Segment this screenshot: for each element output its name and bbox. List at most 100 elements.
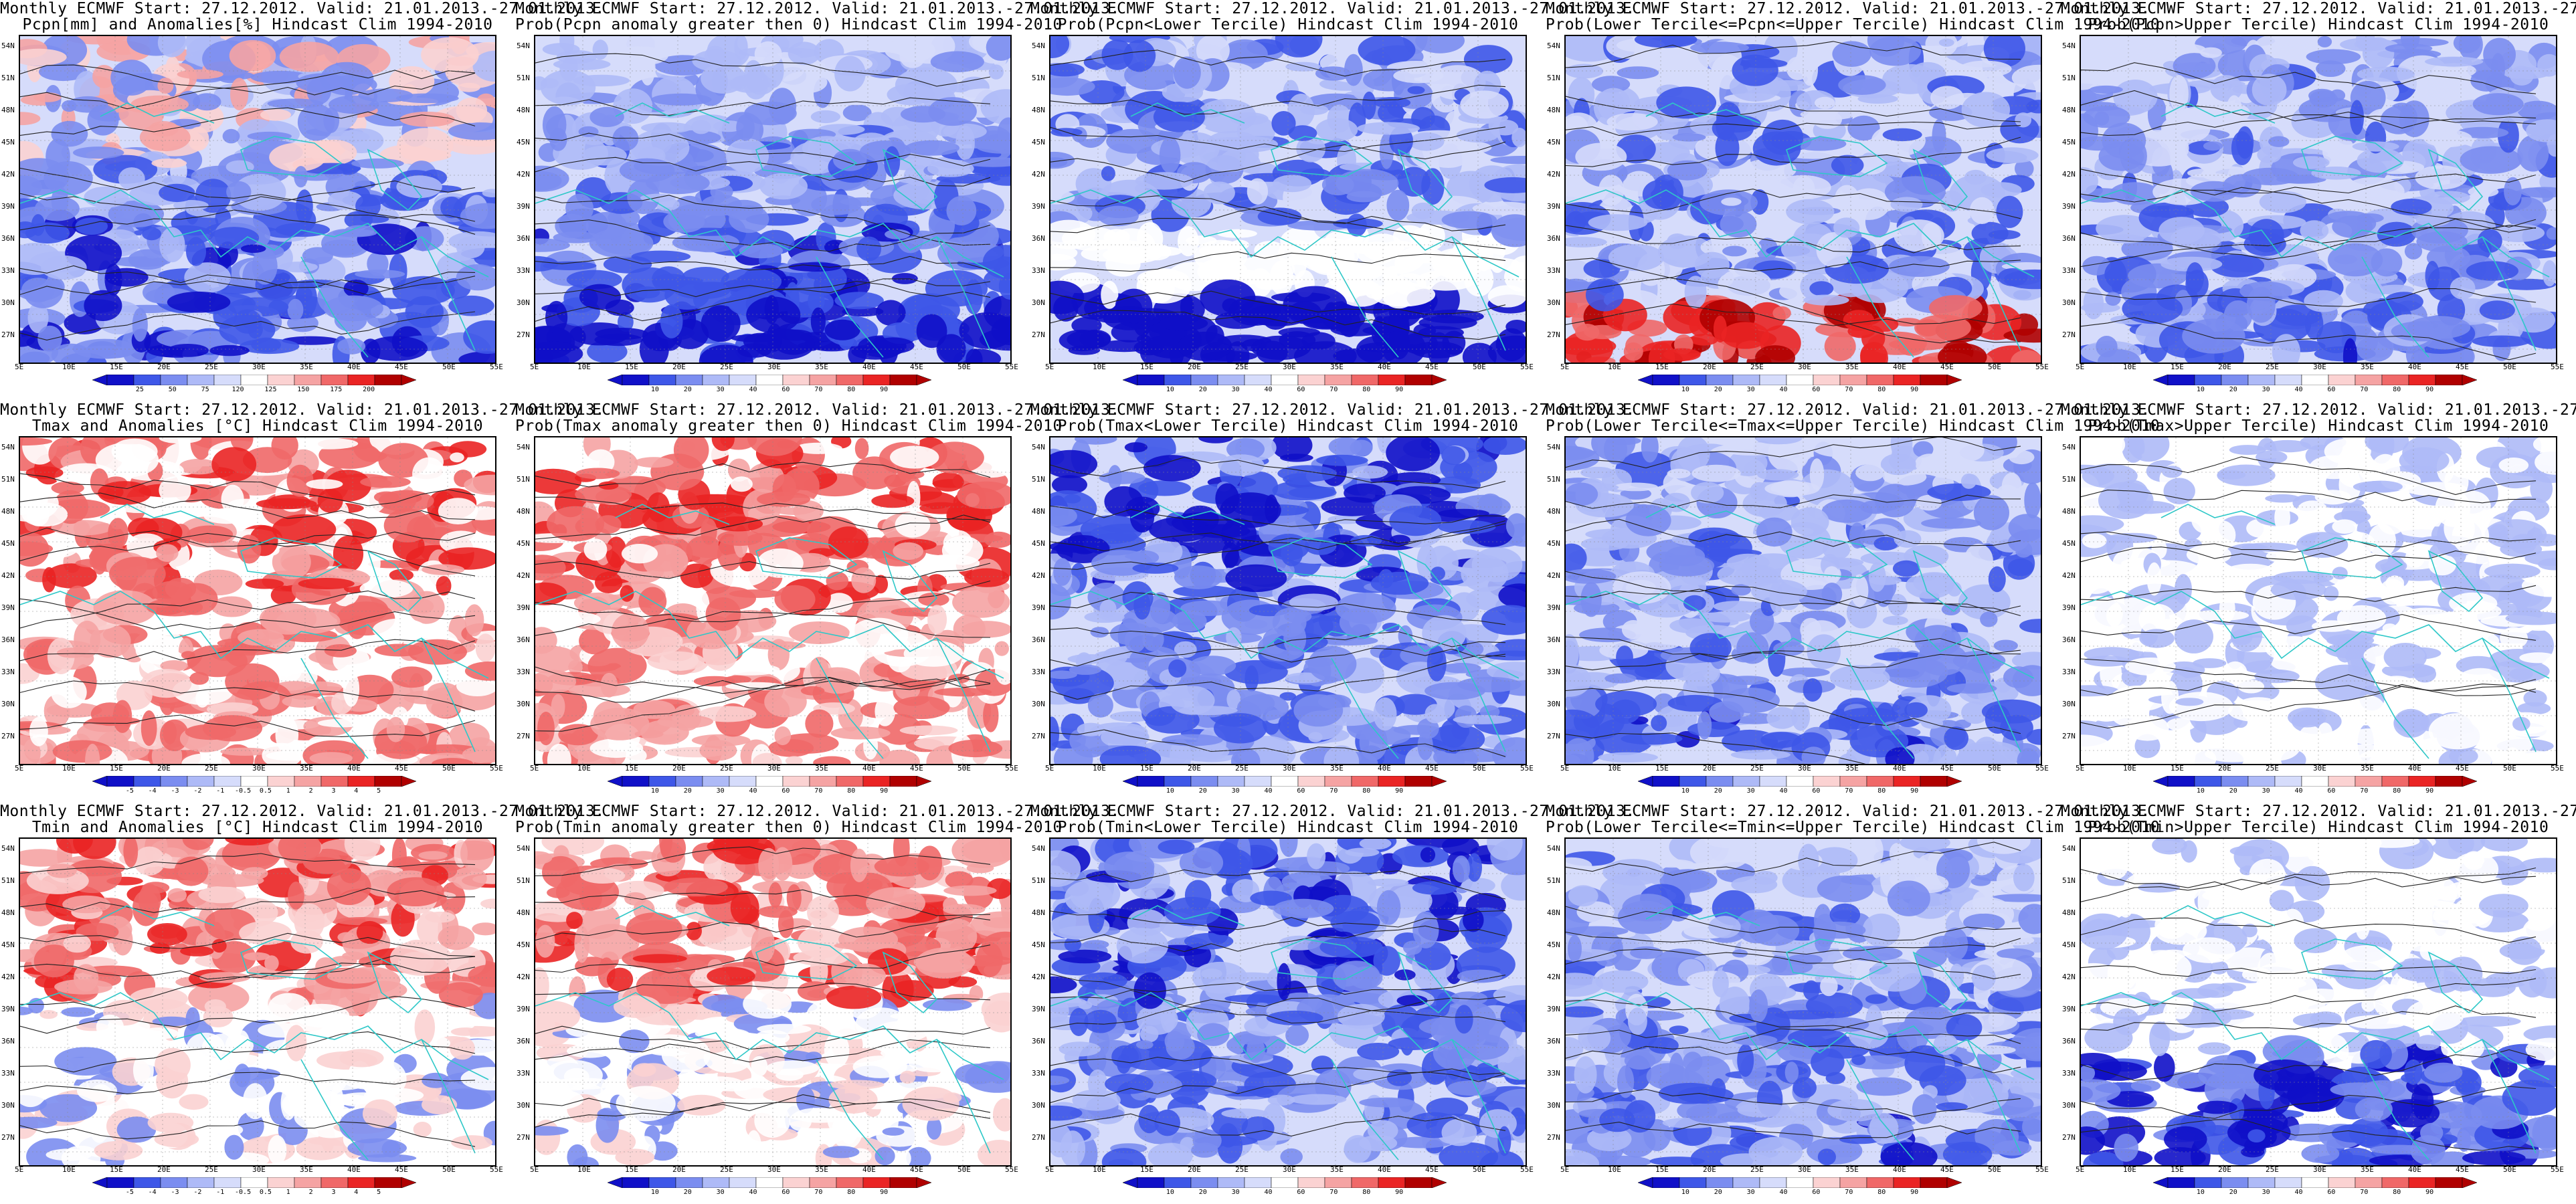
lon-label: 25E: [1235, 1165, 1249, 1174]
colorbar-tick-label: 70: [2360, 787, 2369, 795]
colorbar-tick-label: 0.5: [259, 787, 272, 795]
lat-label: 33N: [517, 1069, 530, 1078]
colorbar-tick-label: 60: [781, 787, 790, 795]
lon-label: 55E: [1520, 1165, 1534, 1174]
lon-label: 25E: [2266, 1165, 2279, 1174]
map-plot: [19, 436, 496, 765]
map-plot: [1564, 35, 2042, 364]
lon-label: 45E: [910, 1165, 923, 1174]
lat-label: 39N: [1547, 202, 1560, 211]
lon-label: 5E: [15, 764, 24, 773]
lon-label: 25E: [2266, 764, 2279, 773]
lon-label: 15E: [625, 764, 638, 773]
lat-label: 39N: [1547, 603, 1560, 612]
colorbar-tick-label: 70: [1329, 386, 1338, 393]
map-panel-pcpn-prob-upper: Monthly ECMWF Start: 27.12.2012. Valid: …: [2061, 0, 2576, 401]
lat-label: 48N: [1032, 507, 1045, 516]
colorbar-tick-label: 90: [880, 386, 889, 393]
lat-label: 39N: [1, 1005, 15, 1013]
panel-title-line2: Prob(Tmin>Upper Tercile) Hindcast Clim 1…: [2088, 819, 2549, 836]
lat-label: 51N: [517, 876, 530, 885]
colorbar: [92, 1177, 417, 1189]
colorbar-tick-label: 80: [2393, 787, 2401, 795]
lon-label: 30E: [2313, 764, 2326, 773]
colorbar-ticks: 10 20 30 40 60 70 80 90: [2153, 1189, 2477, 1198]
lat-label: 51N: [1547, 74, 1560, 82]
lat-label: 30N: [1032, 700, 1045, 708]
lat-label: 27N: [1032, 1133, 1045, 1142]
colorbar-tick-label: 90: [880, 1189, 889, 1196]
colorbar-ticks: 10 20 30 40 60 70 80 90: [2153, 787, 2477, 797]
colorbar-tick-label: 10: [1166, 1189, 1174, 1196]
colorbar-tick-label: 40: [749, 386, 757, 393]
colorbar-ticks: 25 50 75 120 125 150 175 200: [92, 386, 416, 395]
panel-title-line1: Monthly ECMWF Start: 27.12.2012. Valid: …: [2061, 0, 2576, 17]
colorbar-tick-label: 40: [749, 1189, 757, 1196]
colorbar-tick-label: 10: [650, 386, 659, 393]
colorbar-tick-label: 70: [814, 787, 823, 795]
panel-title-line1: Monthly ECMWF Start: 27.12.2012. Valid: …: [2061, 803, 2576, 820]
lat-label: 39N: [1032, 1005, 1045, 1013]
colorbar-tick-label: 90: [1910, 386, 1919, 393]
map-field: [2081, 839, 2556, 1165]
lat-label: 36N: [1, 234, 15, 243]
lon-label: 5E: [1045, 363, 1054, 371]
lat-label: 36N: [1, 1037, 15, 1045]
lat-label: 45N: [517, 539, 530, 548]
lon-label: 35E: [1330, 363, 1344, 371]
lon-label: 15E: [1140, 1165, 1154, 1174]
map-panel-tmin-prob-mid: Monthly ECMWF Start: 27.12.2012. Valid: …: [1546, 803, 2160, 1204]
colorbar-tick-label: 40: [1779, 787, 1788, 795]
map-plot: [1564, 436, 2042, 765]
colorbar-tick-label: 10: [1681, 1189, 1689, 1196]
lat-label: 42N: [1, 170, 15, 179]
lon-label: 50E: [957, 1165, 971, 1174]
colorbar: [1637, 775, 1962, 787]
lon-label: 5E: [2076, 764, 2085, 773]
lon-label: 30E: [252, 363, 266, 371]
lon-label: 20E: [1188, 1165, 1201, 1174]
colorbar-tick-label: 40: [749, 787, 757, 795]
lon-label: 25E: [720, 1165, 733, 1174]
map-field: [20, 839, 495, 1165]
colorbar-tick-label: 80: [2393, 386, 2401, 393]
lon-label: 10E: [62, 363, 76, 371]
colorbar: [607, 374, 932, 386]
colorbar-tick-label: 50: [168, 386, 177, 393]
colorbar-ticks: -5 -4 -3 -2 -1 -0.5 0.5 1 2 3 4 5: [92, 1189, 416, 1198]
colorbar-tick-label: 10: [1166, 386, 1174, 393]
colorbar-tick-label: -2: [193, 1189, 202, 1196]
map-plot: [2080, 837, 2557, 1167]
colorbar-tick-label: 80: [847, 787, 856, 795]
map-plot: [534, 35, 1012, 364]
colorbar-tick-label: 30: [2262, 787, 2270, 795]
lat-label: 36N: [517, 234, 530, 243]
colorbar-tick-label: -1: [216, 787, 225, 795]
colorbar-tick-label: 20: [1714, 386, 1722, 393]
lat-label: 54N: [1032, 443, 1045, 452]
lon-label: 50E: [1473, 363, 1486, 371]
lat-label: 39N: [1, 603, 15, 612]
map-plot: [534, 436, 1012, 765]
lat-label: 27N: [1032, 732, 1045, 740]
colorbar-tick-label: 40: [2294, 386, 2303, 393]
lon-label: 15E: [625, 1165, 638, 1174]
colorbar-tick-label: 30: [1746, 787, 1755, 795]
lat-label: 33N: [1032, 668, 1045, 676]
lat-label: 48N: [1, 908, 15, 917]
colorbar: [607, 1177, 932, 1189]
lon-label: 5E: [530, 1165, 539, 1174]
lat-label: 51N: [2062, 475, 2076, 484]
lat-label: 42N: [517, 571, 530, 580]
lat-label: 30N: [517, 700, 530, 708]
lon-label: 50E: [2503, 363, 2516, 371]
lat-label: 45N: [1032, 138, 1045, 146]
colorbar-tick-label: 90: [2425, 1189, 2434, 1196]
colorbar-ticks: -5 -4 -3 -2 -1 -0.5 0.5 1 2 3 4 5: [92, 787, 416, 797]
lon-label: 10E: [2123, 1165, 2136, 1174]
lon-label: 5E: [15, 363, 24, 371]
colorbar-tick-label: 60: [2327, 787, 2336, 795]
lon-label: 15E: [1140, 764, 1154, 773]
lon-label: 55E: [2551, 363, 2564, 371]
lon-label: 15E: [1140, 363, 1154, 371]
